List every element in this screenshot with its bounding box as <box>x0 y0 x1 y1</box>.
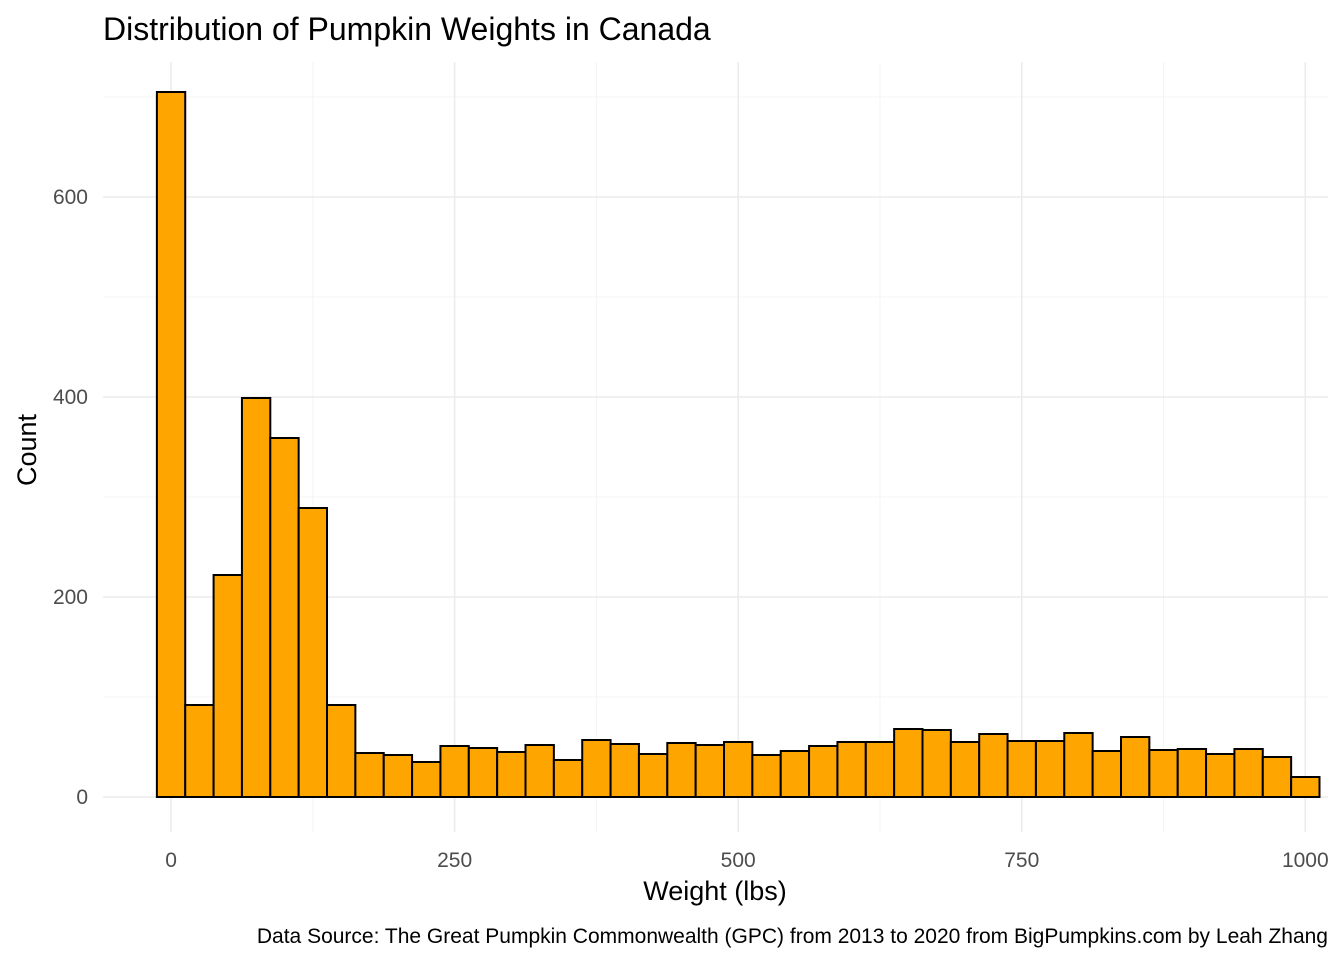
histogram-bar <box>1091 750 1122 798</box>
histogram-bar <box>666 742 697 798</box>
histogram-bar <box>411 761 442 798</box>
x-tick-label: 750 <box>1004 849 1039 872</box>
histogram-bar <box>382 754 414 798</box>
histogram-bar <box>1034 740 1066 798</box>
histogram-bar <box>1176 748 1208 798</box>
histogram-bar <box>1119 736 1151 798</box>
histogram-bar <box>1006 740 1037 798</box>
y-tick-label: 600 <box>53 186 88 209</box>
y-tick-label: 0 <box>76 786 88 809</box>
histogram-bar <box>297 507 329 798</box>
y-tick-label: 200 <box>53 586 88 609</box>
histogram-bar <box>751 754 782 798</box>
histogram-bar <box>326 704 357 798</box>
histogram-bar <box>354 752 385 798</box>
tick-labels: 0 250 500 750 1000 0 200 400 600 <box>53 186 1329 872</box>
histogram-bar <box>637 753 669 798</box>
data-source-caption: Data Source: The Great Pumpkin Commonwea… <box>257 925 1328 948</box>
histogram-bar <box>467 747 499 798</box>
histogram-bar <box>893 728 924 798</box>
histogram-bar <box>694 744 726 798</box>
histogram-bar <box>581 739 612 798</box>
x-tick-label: 500 <box>721 849 756 872</box>
histogram-bar <box>1148 749 1179 798</box>
x-axis-title: Weight (lbs) <box>643 876 787 906</box>
histogram-bar <box>1063 732 1094 798</box>
x-tick-label: 250 <box>437 849 472 872</box>
histogram-bar <box>155 91 187 798</box>
histogram-bar <box>552 759 584 798</box>
chart-title: Distribution of Pumpkin Weights in Canad… <box>103 11 711 47</box>
bars-layer <box>155 91 1321 798</box>
histogram-bar <box>1205 753 1236 798</box>
y-tick-label: 400 <box>53 386 88 409</box>
histogram-bar <box>496 751 527 798</box>
histogram-bar <box>212 574 243 798</box>
histogram-bar <box>949 741 981 798</box>
histogram-bar <box>524 744 555 798</box>
histogram-bar <box>269 437 300 798</box>
histogram-bar <box>836 741 867 798</box>
histogram-bar <box>609 743 640 798</box>
x-tick-label: 0 <box>165 849 177 872</box>
histogram-bar <box>723 741 754 798</box>
histogram-bar <box>439 745 470 798</box>
y-axis-title: Count <box>12 413 42 486</box>
histogram-bar <box>184 704 215 798</box>
histogram-bar <box>921 729 952 798</box>
histogram-bar <box>864 741 896 798</box>
x-tick-label: 1000 <box>1282 849 1329 872</box>
histogram-bar <box>240 397 272 798</box>
histogram-bar <box>978 733 1009 798</box>
histogram-bar <box>808 745 839 798</box>
histogram-bar <box>1261 756 1293 798</box>
histogram-bar <box>1233 748 1264 798</box>
histogram-bar <box>779 750 811 798</box>
histogram-bar <box>1290 776 1321 798</box>
